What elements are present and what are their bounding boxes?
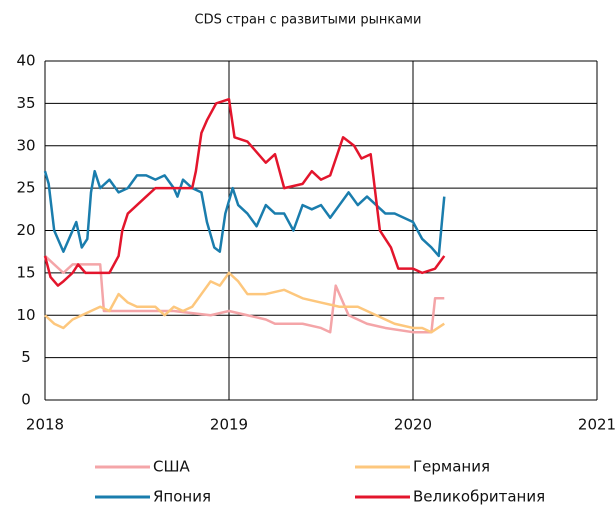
y-tick-label: 35 — [16, 94, 35, 112]
series-line — [43, 97, 446, 287]
series-line — [44, 271, 445, 334]
x-tick-label: 2019 — [210, 416, 248, 434]
y-tick-label: 10 — [16, 306, 35, 324]
y-tick-label: 25 — [16, 179, 35, 197]
y-tick-label: 30 — [16, 136, 35, 154]
x-tick-label: 2020 — [394, 416, 432, 434]
legend-label: США — [153, 458, 191, 476]
legend-label: Япония — [153, 488, 211, 506]
y-tick-label: 5 — [21, 348, 31, 366]
series-line — [43, 169, 446, 258]
chart-title: CDS стран с развитыми рынками — [195, 13, 422, 28]
y-tick-label: 15 — [16, 263, 35, 281]
legend-label: Великобритания — [413, 488, 545, 506]
y-tick-label: 20 — [16, 221, 35, 239]
y-tick-label: 0 — [21, 391, 31, 409]
series-line — [44, 255, 445, 334]
x-tick-label: 2021 — [578, 416, 616, 434]
x-tick-label: 2018 — [26, 416, 64, 434]
legend-label: Германия — [413, 458, 490, 476]
y-tick-label: 40 — [16, 52, 35, 70]
